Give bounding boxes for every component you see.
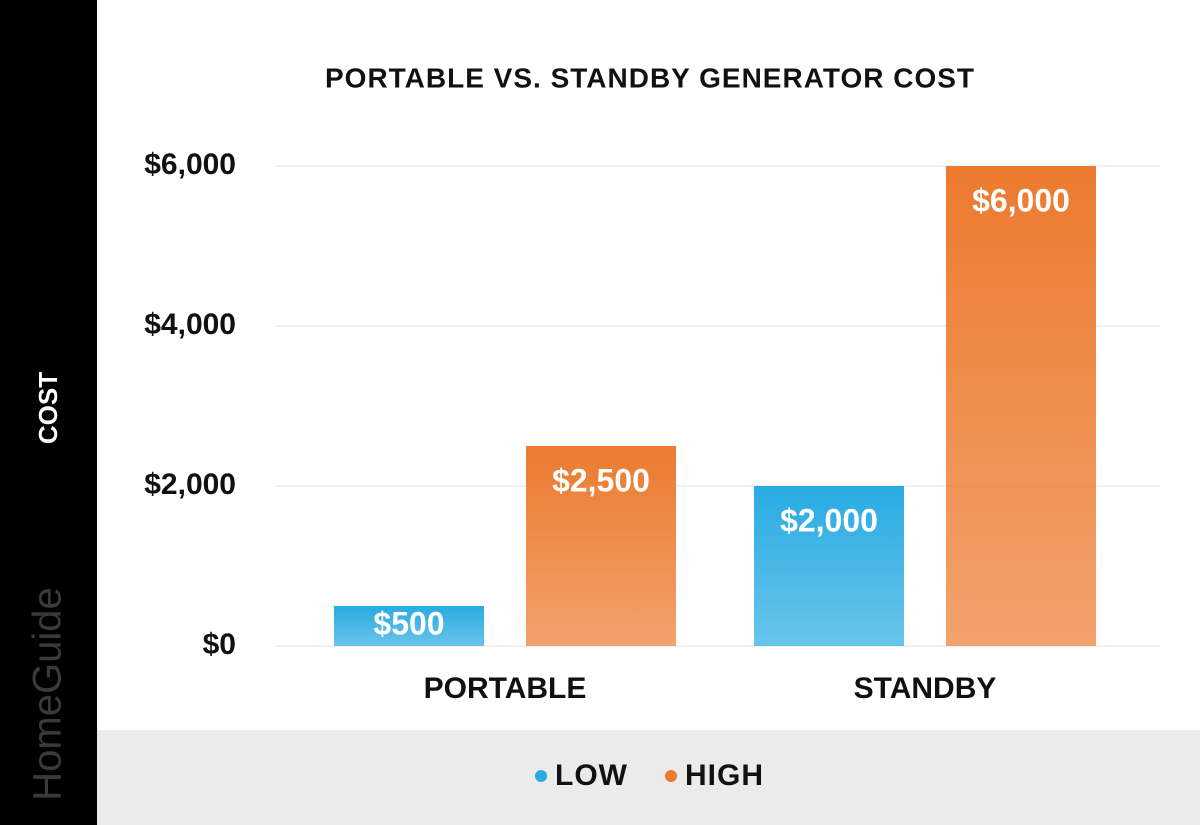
value-label: $500 <box>373 605 444 641</box>
bar <box>754 486 904 646</box>
brand: HomeGuide <box>26 587 70 800</box>
bar <box>946 166 1096 646</box>
legend-label: LOW <box>555 759 628 792</box>
y-tick-label: $0 <box>203 628 236 661</box>
legend-label: HIGH <box>685 759 764 792</box>
legend-band <box>97 730 1200 825</box>
y-axis-label: COST <box>33 372 63 444</box>
legend-swatch <box>535 770 547 782</box>
bar <box>334 606 484 646</box>
y-tick-label: $6,000 <box>144 148 236 181</box>
bar <box>526 446 676 646</box>
chart-title: PORTABLE VS. STANDBY GENERATOR COST <box>325 62 975 93</box>
y-tick-label: $2,000 <box>144 468 236 501</box>
x-tick-label: PORTABLE <box>424 672 587 705</box>
value-label: $6,000 <box>972 182 1070 218</box>
side-band <box>0 0 97 825</box>
value-label: $2,000 <box>780 502 878 538</box>
legend-swatch <box>665 770 677 782</box>
value-label: $2,500 <box>552 462 650 498</box>
x-tick-label: STANDBY <box>854 672 997 705</box>
y-tick-label: $4,000 <box>144 308 236 341</box>
